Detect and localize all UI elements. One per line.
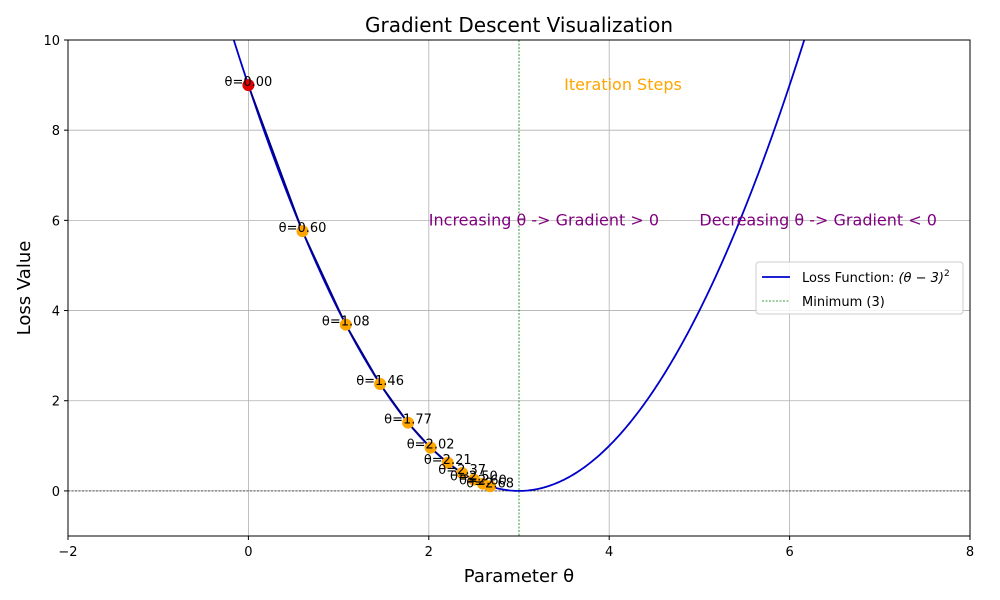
- step-label: θ=2.37: [438, 463, 486, 478]
- step-label: θ=1.08: [322, 315, 370, 330]
- legend-label: Loss Function: (θ − 3)2: [802, 269, 950, 286]
- step-point: [467, 473, 480, 486]
- x-tick-label: 2: [425, 545, 433, 560]
- y-tick-label: 4: [52, 305, 60, 320]
- step-point: [339, 318, 352, 331]
- step-point: [456, 467, 469, 480]
- annotations: Iteration Steps Increasing θ -> Gradient …: [429, 75, 937, 229]
- step-label: θ=2.50: [450, 470, 498, 485]
- x-tick-label: 0: [244, 545, 252, 560]
- step-label: θ=2.60: [459, 474, 507, 489]
- x-axis-label: Parameter θ: [464, 566, 574, 587]
- y-tick-label: 2: [52, 395, 60, 410]
- y-axis-label: Loss Value: [14, 241, 35, 336]
- step-label: θ=1.46: [356, 374, 404, 389]
- y-tick-label: 8: [52, 124, 60, 139]
- step-label: θ=2.21: [424, 453, 472, 468]
- x-tick-label: −2: [58, 545, 77, 560]
- step-point: [402, 416, 415, 429]
- step-label: θ=0.60: [279, 221, 327, 236]
- axes-frame: [67, 39, 971, 537]
- y-tick-label: 6: [52, 214, 60, 229]
- axis-ticks: −2 0 2 4 6 8 0 2 4 6 8 10: [43, 34, 974, 560]
- step-label: θ=2.68: [466, 476, 514, 491]
- step-point: [424, 441, 437, 454]
- step-label: θ=1.77: [384, 413, 432, 428]
- y-tick-label: 10: [43, 34, 60, 49]
- loss-curve: [232, 40, 806, 492]
- plot-area: θ=0.00θ=0.60θ=1.08θ=1.46θ=1.77θ=2.02θ=2.…: [68, 40, 970, 536]
- x-tick-label: 4: [605, 545, 613, 560]
- x-tick-label: 6: [785, 545, 793, 560]
- legend-box: [755, 261, 964, 315]
- step-label: θ=2.02: [407, 438, 455, 453]
- annotation-iteration-steps: Iteration Steps: [564, 75, 682, 94]
- x-tick-label: 8: [966, 545, 974, 560]
- step-point: [441, 456, 454, 469]
- chart-title: Gradient Descent Visualization: [365, 13, 673, 37]
- step-point: [296, 225, 309, 238]
- step-label: θ=0.00: [225, 75, 273, 90]
- y-tick-label: 0: [52, 485, 60, 500]
- step-point: [484, 480, 497, 493]
- legend: Loss Function: (θ − 3)2 Minimum (3): [755, 261, 964, 315]
- legend-label: Minimum (3): [802, 295, 885, 310]
- annotation-decreasing: Decreasing θ -> Gradient < 0: [699, 210, 937, 229]
- step-point: [242, 79, 255, 92]
- annotation-increasing: Increasing θ -> Gradient > 0: [429, 210, 659, 229]
- step-point: [374, 377, 387, 390]
